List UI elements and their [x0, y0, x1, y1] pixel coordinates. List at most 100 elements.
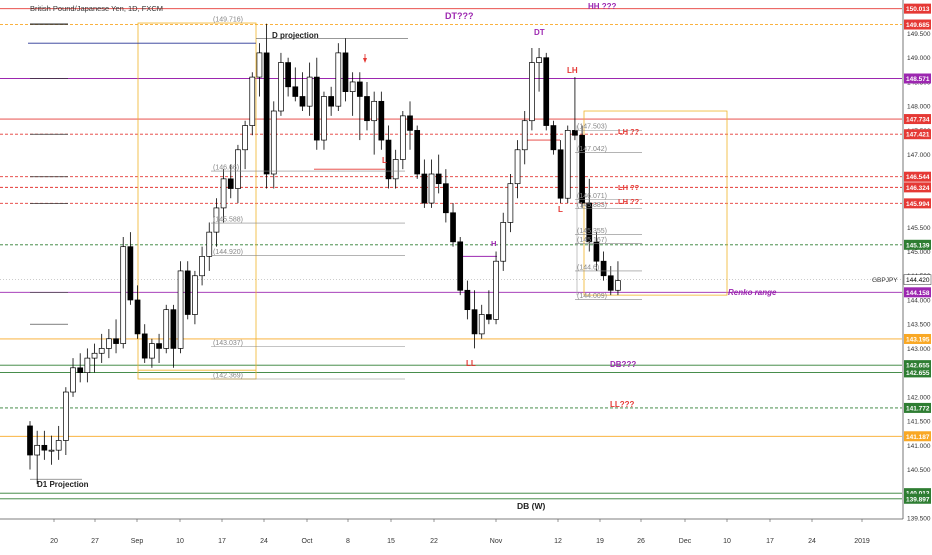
candle [550, 120, 557, 155]
candle-body [242, 125, 248, 151]
candle [91, 343, 98, 373]
candle [514, 140, 521, 199]
candle-body [192, 275, 198, 315]
price-tag-label: 146.324 [906, 185, 930, 192]
last-price-bg [903, 274, 932, 285]
candle [306, 62, 313, 116]
candle-body [249, 76, 256, 126]
candle [192, 270, 198, 325]
candle-body [134, 299, 141, 335]
candle [127, 232, 134, 305]
candle [270, 101, 277, 189]
x-tick-label: 26 [637, 538, 645, 545]
fib-label: (145.883) [577, 202, 607, 209]
drawings [28, 22, 728, 480]
price-tag-bg [904, 367, 931, 378]
fib-label: (143.037) [213, 340, 243, 347]
candle-body [615, 280, 621, 291]
candle-body [227, 178, 234, 189]
x-tick-label: 22 [430, 538, 438, 545]
price-tag-label: 147.734 [906, 117, 930, 124]
y-tick-label: 149.500 [907, 31, 931, 38]
candle [579, 125, 585, 208]
candle-body [385, 139, 392, 180]
candle [529, 48, 535, 131]
candle [572, 77, 578, 141]
candle [349, 72, 356, 116]
candle-body [163, 309, 170, 349]
candle-body [579, 134, 585, 204]
candle [263, 23, 270, 189]
last-price-label: 144.420 [906, 277, 930, 284]
annotation-label: L [558, 205, 563, 214]
candle-body [206, 231, 213, 257]
candle [607, 266, 614, 296]
annotation-label: DT??? [445, 11, 474, 21]
candle [242, 120, 248, 170]
x-tick-label: Dec [679, 538, 692, 545]
candle-body [457, 241, 464, 291]
candle [41, 430, 48, 460]
price-tag-bg [904, 493, 931, 504]
price-tag-bg [904, 171, 931, 182]
last-price-tag: 144.420 [903, 274, 932, 285]
candle-body [471, 309, 478, 335]
candle-body [184, 270, 191, 315]
candle-body [106, 338, 112, 349]
price-tag: 141.187 [904, 431, 931, 442]
candle-body [586, 202, 593, 243]
price-tag-label: 145.994 [906, 201, 930, 208]
x-tick-label: 17 [218, 538, 226, 545]
candle-body [156, 343, 162, 349]
annotation-label: L [382, 156, 387, 165]
candle-body [342, 52, 349, 92]
candle [120, 236, 127, 349]
candle [471, 290, 478, 349]
candle-body [356, 81, 363, 97]
annotation-label: LH [567, 66, 578, 75]
candle [70, 358, 76, 397]
candle [227, 164, 234, 199]
candle-body [557, 149, 564, 199]
fib-label: (145.167) [577, 237, 607, 244]
candle-body [607, 275, 614, 291]
candle-body [364, 96, 370, 122]
candle-body [514, 149, 521, 185]
candle [256, 43, 263, 97]
candle [356, 72, 363, 141]
y-tick-label: 145.000 [907, 249, 931, 256]
x-tick-label: 19 [596, 538, 604, 545]
candle [213, 198, 220, 247]
annotation-label: D projection [272, 31, 319, 40]
y-tick-label: 147.000 [907, 152, 931, 159]
annotation-label: DB (W) [517, 501, 545, 511]
candle-body [141, 333, 148, 359]
candle-body [378, 100, 385, 141]
candle [536, 48, 542, 92]
candle-body [421, 173, 428, 204]
candle [278, 52, 284, 116]
price-tag-bg [904, 488, 931, 499]
candle [141, 324, 148, 363]
candle-body [113, 338, 119, 344]
candle-body [256, 52, 263, 78]
annotation-label: DB??? [610, 360, 636, 369]
x-tick-label: 24 [808, 538, 816, 545]
price-tag: 146.544 [904, 171, 931, 182]
candle-body [263, 52, 270, 175]
candle-body [27, 425, 33, 456]
candle [328, 86, 334, 116]
x-tick-label: 27 [91, 538, 99, 545]
price-tag-bg [904, 19, 931, 30]
candle [507, 174, 514, 233]
candle-body [572, 130, 578, 136]
candle [220, 169, 227, 223]
candle-body [84, 357, 91, 373]
x-tick-label: 10 [723, 538, 731, 545]
candle [156, 333, 162, 363]
price-tag-label: 148.571 [906, 76, 930, 83]
candle [486, 290, 492, 325]
candle-body [120, 246, 127, 344]
x-tick-label: 20 [50, 538, 58, 545]
